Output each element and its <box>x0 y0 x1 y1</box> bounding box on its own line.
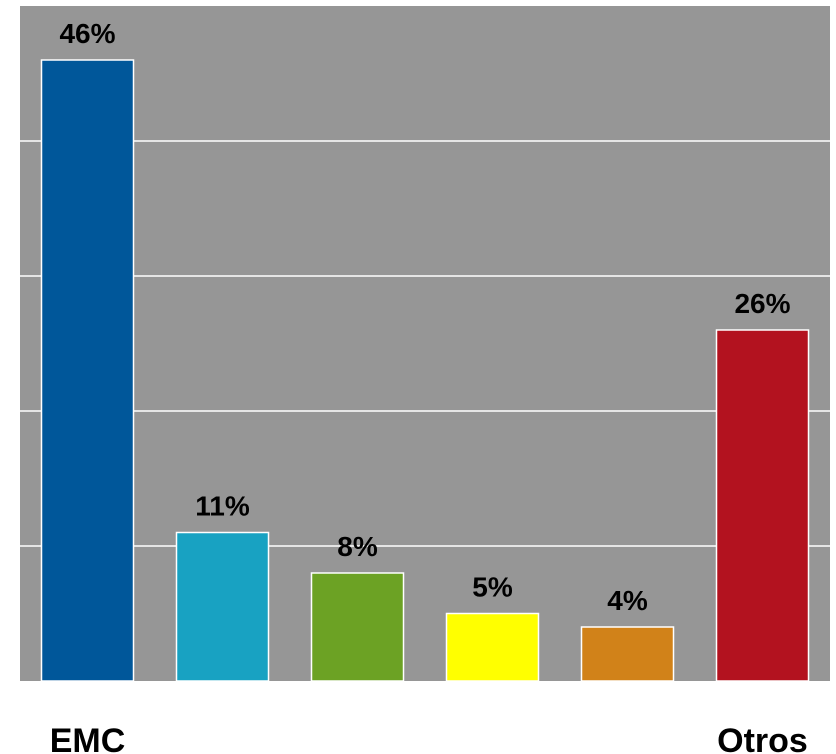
bar <box>175 531 270 682</box>
bar-value-label: 5% <box>472 572 513 603</box>
plot-area <box>20 6 830 681</box>
bar <box>40 59 135 682</box>
bar-value-label: 11% <box>195 491 250 522</box>
x-tick-label: Otros <box>717 722 808 754</box>
bar-value-label: 26% <box>734 288 790 319</box>
gridlines <box>20 140 830 547</box>
bars <box>40 59 810 682</box>
x-tick-label: EMC <box>50 722 126 754</box>
data-labels: 46% 11% 8% 5% 4% 26% <box>59 18 790 616</box>
bar <box>445 612 540 682</box>
bar-value-label: 46% <box>59 18 115 49</box>
bar <box>580 626 675 682</box>
bar-value-label: 4% <box>607 585 648 616</box>
bar <box>715 329 810 682</box>
x-axis-tick-labels: EMC Otros <box>50 722 808 754</box>
bar-value-label: 8% <box>337 531 378 562</box>
bar <box>310 572 405 682</box>
